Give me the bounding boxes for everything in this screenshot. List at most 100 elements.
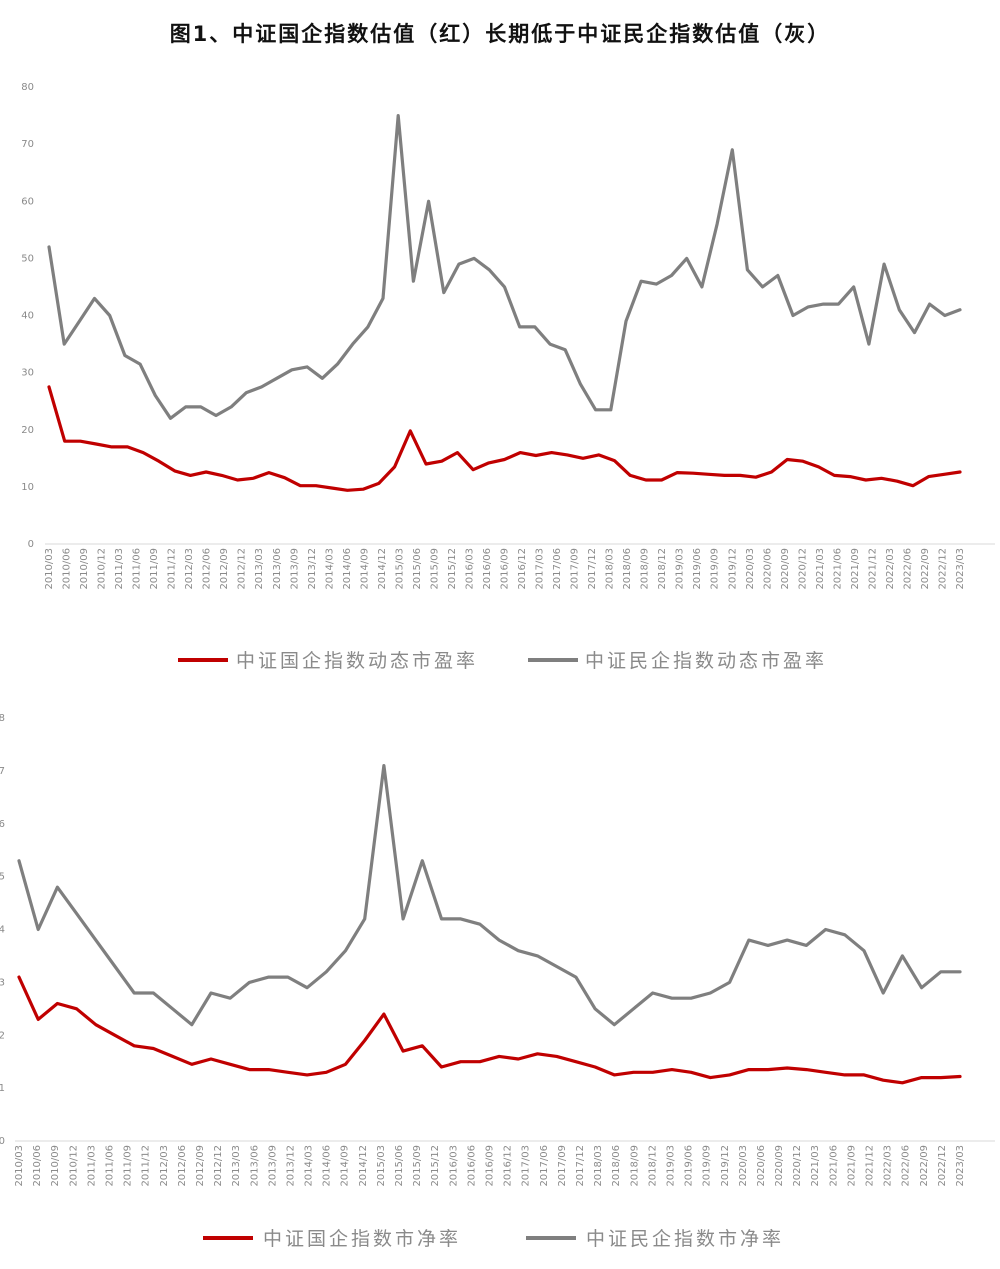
pe-x-tick-label: 2011/12	[167, 548, 178, 590]
pe-legend-label: 中证国企指数动态市盈率	[236, 650, 478, 672]
pb-x-tick-label: 2020/06	[756, 1145, 767, 1187]
pb-x-tick-label: 2018/03	[593, 1145, 604, 1187]
pe-y-tick-label: 50	[21, 253, 34, 264]
pb-x-tick-label: 2019/12	[720, 1145, 731, 1187]
pb-x-tick-label: 2020/09	[774, 1145, 785, 1187]
pe-x-tick-label: 2014/12	[377, 548, 388, 590]
pe-x-tick-label: 2022/03	[885, 548, 896, 590]
pe-chart-y-axis: 0 10 20 30 40 50 60 70 80	[21, 82, 34, 550]
pe-x-tick-label: 2020/03	[745, 548, 756, 590]
pe-x-tick-label: 2020/09	[780, 548, 791, 590]
pb-x-tick-label: 2017/03	[521, 1145, 532, 1187]
pe-x-tick-label: 2023/03	[955, 548, 966, 590]
pb-x-tick-label: 2016/09	[485, 1145, 496, 1187]
pe-x-tick-label: 2014/03	[324, 548, 335, 590]
pe-x-tick-label: 2022/09	[920, 548, 931, 590]
pe-x-tick-label: 2014/09	[359, 548, 370, 590]
pb-x-tick-label: 2015/03	[376, 1145, 387, 1187]
pe-x-tick-label: 2015/06	[412, 548, 423, 590]
pe-x-tick-label: 2013/06	[272, 548, 283, 590]
pb-x-tick-label: 2018/12	[647, 1145, 658, 1187]
pe-x-tick-label: 2010/06	[62, 548, 73, 590]
pe-series-line-soe	[47, 385, 962, 492]
pe-x-tick-label: 2015/03	[394, 548, 405, 590]
pe-x-tick-label: 2012/09	[219, 548, 230, 590]
pe-x-tick-label: 2015/09	[429, 548, 440, 590]
pb-x-tick-label: 2016/06	[466, 1145, 477, 1187]
pe-x-tick-label: 2021/03	[815, 548, 826, 590]
pb-x-tick-label: 2015/12	[430, 1145, 441, 1187]
pe-x-tick-label: 2013/09	[289, 548, 300, 590]
pe-y-tick-label: 10	[21, 482, 34, 493]
pe-y-tick-label: 40	[21, 311, 34, 322]
pb-x-tick-label: 2010/06	[32, 1145, 43, 1187]
pb-series-line-private	[17, 763, 962, 1027]
pb-x-tick-label: 2016/03	[448, 1145, 459, 1187]
pe-y-tick-label: 70	[21, 139, 34, 150]
pe-chart: 0 10 20 30 40 50 60 70 80 2010/03 2010/06 2010/09 2…	[21, 82, 995, 672]
pe-x-tick-label: 2011/03	[114, 548, 125, 590]
pb-x-tick-label: 2011/06	[104, 1145, 115, 1187]
pb-legend-label: 中证国企指数市净率	[263, 1228, 461, 1250]
pb-x-tick-label: 2014/06	[322, 1145, 333, 1187]
pb-x-tick-label: 2014/03	[304, 1145, 315, 1187]
pe-series-line-private	[47, 113, 962, 420]
pe-x-tick-label: 2018/06	[622, 548, 633, 590]
pb-x-tick-label: 2012/12	[213, 1145, 224, 1187]
pe-x-tick-label: 2010/03	[44, 548, 55, 590]
pe-x-tick-label: 2016/09	[500, 548, 511, 590]
pb-x-tick-label: 2019/06	[684, 1145, 695, 1187]
pe-chart-x-axis: 2010/03 2010/06 2010/09 2010/12 2011/03 2011/…	[44, 543, 995, 590]
pe-y-tick-label: 60	[21, 196, 34, 207]
pe-x-tick-label: 2021/06	[832, 548, 843, 590]
pb-x-tick-label: 2017/06	[539, 1145, 550, 1187]
pb-x-tick-label: 2023/03	[955, 1145, 966, 1187]
pb-x-tick-label: 2012/06	[177, 1145, 188, 1187]
pb-x-tick-label: 2014/12	[358, 1145, 369, 1187]
pb-chart-y-axis: 0 1 2 3 4 5 6 7 8	[0, 713, 5, 1147]
pe-x-tick-label: 2018/12	[657, 548, 668, 590]
pb-y-tick-label: 5	[0, 872, 5, 883]
pb-x-tick-label: 2013/12	[285, 1145, 296, 1187]
pe-x-tick-label: 2017/06	[552, 548, 563, 590]
pe-x-tick-label: 2015/12	[447, 548, 458, 590]
pb-x-tick-label: 2021/12	[865, 1145, 876, 1187]
pe-x-tick-label: 2016/03	[464, 548, 475, 590]
pb-y-tick-label: 2	[0, 1030, 5, 1041]
pe-x-tick-label: 2020/06	[762, 548, 773, 590]
pe-x-tick-label: 2010/09	[79, 548, 90, 590]
pe-x-tick-label: 2013/03	[254, 548, 265, 590]
pe-x-tick-label: 2019/12	[727, 548, 738, 590]
pb-x-tick-label: 2014/09	[340, 1145, 351, 1187]
pb-y-tick-label: 4	[0, 925, 5, 936]
pb-y-tick-label: 6	[0, 819, 5, 830]
pe-y-tick-label: 20	[21, 425, 34, 436]
pb-x-tick-label: 2017/09	[557, 1145, 568, 1187]
pb-x-tick-label: 2020/03	[738, 1145, 749, 1187]
pe-x-tick-label: 2017/03	[535, 548, 546, 590]
pe-y-tick-label: 80	[21, 82, 34, 93]
pb-x-tick-label: 2015/09	[412, 1145, 423, 1187]
pe-x-tick-label: 2013/12	[307, 548, 318, 590]
pe-y-tick-label: 30	[21, 368, 34, 379]
pb-x-tick-label: 2013/03	[231, 1145, 242, 1187]
pb-x-tick-label: 2022/03	[883, 1145, 894, 1187]
pb-x-tick-label: 2017/12	[575, 1145, 586, 1187]
pe-chart-legend: 中证国企指数动态市盈率 中证民企指数动态市盈率	[178, 650, 824, 672]
pe-x-tick-label: 2017/09	[570, 548, 581, 590]
pe-y-tick-label: 0	[28, 539, 34, 550]
pb-x-tick-label: 2021/09	[846, 1145, 857, 1187]
pb-x-tick-label: 2018/06	[611, 1145, 622, 1187]
pe-x-tick-label: 2019/03	[675, 548, 686, 590]
pb-x-tick-label: 2021/03	[810, 1145, 821, 1187]
pe-chart-series	[47, 113, 962, 492]
pb-series-line-soe	[17, 975, 962, 1085]
pb-chart-x-axis: 2010/03 2010/06 2010/09 2010/12 2011/03 2011/…	[14, 1140, 995, 1187]
pb-x-tick-label: 2022/09	[919, 1145, 930, 1187]
pe-x-tick-label: 2017/12	[587, 548, 598, 590]
pe-x-tick-label: 2012/12	[237, 548, 248, 590]
pe-x-tick-label: 2012/03	[184, 548, 195, 590]
pb-x-tick-label: 2018/09	[629, 1145, 640, 1187]
pb-x-tick-label: 2013/09	[267, 1145, 278, 1187]
